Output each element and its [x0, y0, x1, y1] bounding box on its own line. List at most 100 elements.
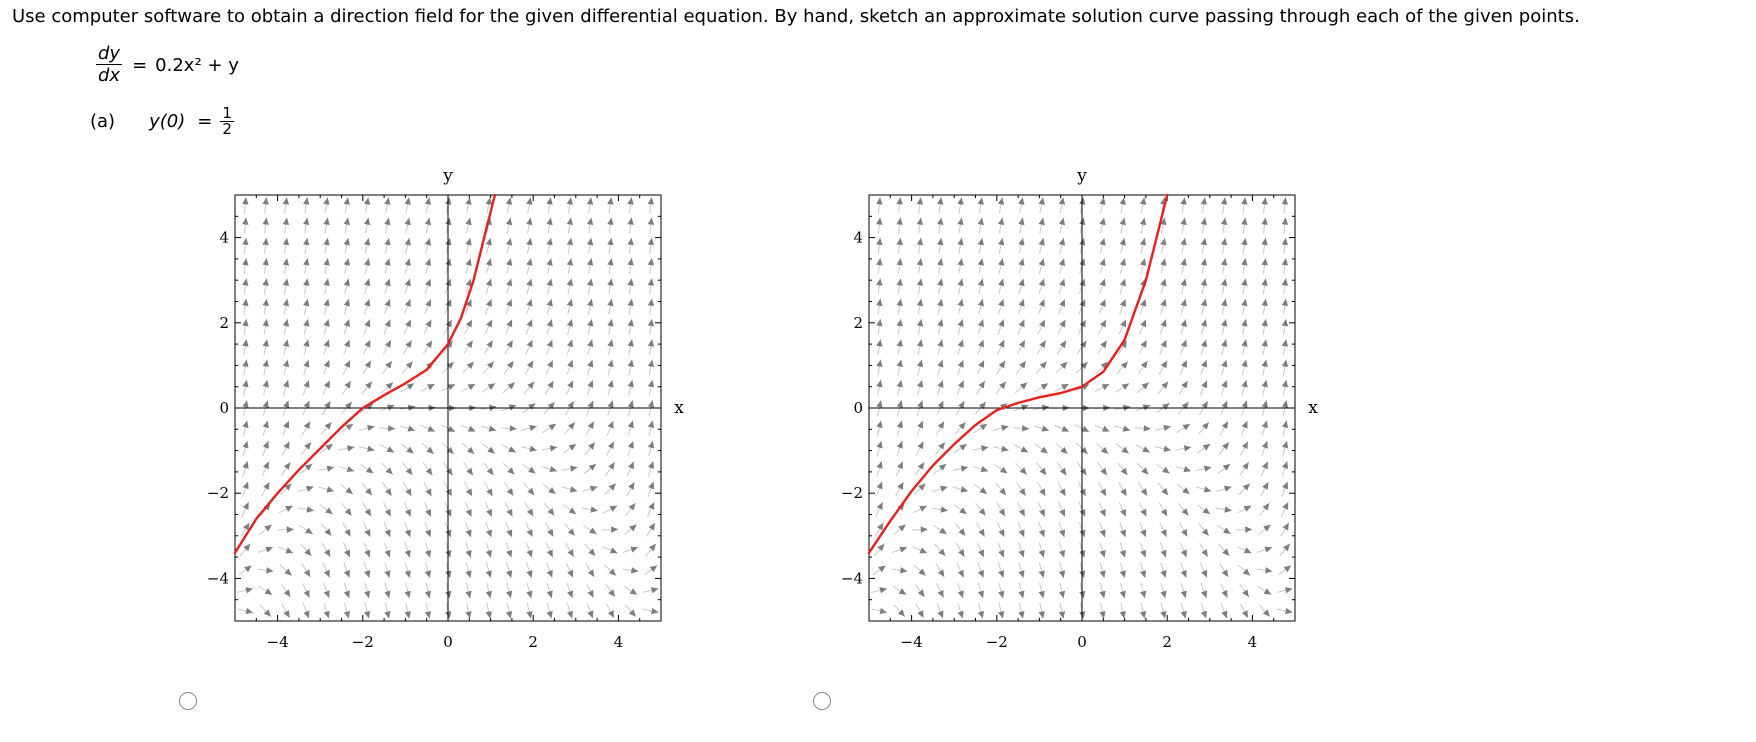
field-arrow-head: [588, 548, 596, 556]
field-arrow-head: [1281, 339, 1289, 347]
field-arrow-head: [940, 506, 948, 513]
field-arrow-head: [1281, 379, 1289, 388]
field-arrow-head: [998, 610, 1005, 619]
field-arrow-head: [406, 383, 415, 390]
field-arrow-head: [1261, 420, 1268, 429]
y-tick-label: 4: [219, 229, 229, 247]
field-arrow-head: [508, 446, 516, 453]
field-arrow-head: [364, 610, 371, 619]
field-arrow-head: [1081, 425, 1090, 432]
field-arrow-head: [1261, 237, 1268, 246]
field-arrow-head: [1018, 570, 1025, 578]
field-arrow-head: [1018, 529, 1025, 538]
field-arrow-head: [424, 258, 432, 267]
field-arrow-head: [385, 360, 392, 369]
field-arrow-head: [978, 508, 986, 516]
field-arrow-head: [506, 488, 514, 496]
field-arrow-head: [1163, 445, 1171, 452]
field-arrow-head: [1200, 610, 1208, 619]
field-arrow-head: [282, 380, 290, 388]
field-arrow-head: [608, 568, 617, 576]
field-arrow-head: [405, 488, 412, 497]
field-arrow-head: [425, 340, 433, 349]
field-arrow-head: [1201, 422, 1209, 430]
field-arrow-head: [1180, 590, 1187, 599]
field-arrow-head: [1018, 590, 1025, 599]
x-tick-label: −4: [267, 633, 289, 651]
field-arrow-head: [324, 401, 331, 409]
field-arrow-head: [1018, 340, 1025, 348]
field-arrow-head: [1059, 467, 1067, 476]
field-arrow-head: [607, 610, 615, 618]
field-arrow-head: [1099, 529, 1106, 538]
field-arrow-head: [1119, 590, 1126, 599]
field-arrow-head: [1079, 319, 1086, 328]
field-arrow-head: [586, 278, 594, 286]
field-arrow-head: [1018, 549, 1025, 558]
field-arrow-head: [1181, 528, 1188, 537]
field-arrow-head: [1142, 446, 1150, 453]
field-arrow-head: [1282, 522, 1289, 531]
field-arrow-head: [425, 529, 432, 538]
part-a-condition: (a) y(0) = 1 2: [90, 106, 244, 137]
field-arrow-head: [917, 462, 925, 470]
field-arrow-head: [1241, 441, 1248, 450]
field-arrow-head: [937, 569, 945, 577]
field-arrow-head: [404, 197, 411, 205]
field-arrow-head: [1140, 299, 1147, 307]
field-arrow-head: [1281, 359, 1289, 368]
field-arrow-head: [242, 318, 249, 327]
field-arrow-head: [445, 319, 452, 328]
field-arrow-head: [1160, 237, 1167, 246]
field-arrow-head: [1101, 384, 1110, 391]
field-arrow-head: [465, 258, 472, 267]
field-arrow-head: [1099, 611, 1106, 619]
field-arrow-head: [1058, 549, 1066, 558]
field-arrow-head: [347, 445, 355, 452]
field-arrow-head: [1242, 462, 1249, 470]
field-arrow-head: [303, 217, 310, 225]
field-arrow-head: [607, 339, 614, 347]
field-arrow-head: [424, 197, 432, 205]
field-arrow-head: [589, 485, 598, 492]
field-arrow-head: [1241, 298, 1248, 307]
field-arrow-head: [425, 299, 432, 307]
field-arrow-head: [505, 590, 513, 599]
field-arrow-head: [1160, 319, 1167, 328]
field-arrow-head: [876, 339, 883, 347]
field-arrow-head: [566, 610, 574, 619]
field-arrow-head: [424, 590, 432, 599]
field-arrow-head: [323, 590, 330, 598]
field-arrow-head: [1079, 340, 1087, 349]
field-arrow-head: [607, 258, 614, 266]
field-arrow-head: [304, 463, 313, 471]
field-arrow-head: [586, 258, 594, 266]
field-arrow-head: [1243, 505, 1252, 512]
field-arrow-head: [1162, 466, 1170, 474]
field-arrow-head: [505, 217, 513, 226]
field-arrow-head: [425, 467, 433, 476]
field-arrow-head: [957, 339, 964, 348]
field-arrow-head: [323, 237, 330, 246]
field-arrow-head: [283, 441, 290, 450]
field-arrow-head: [900, 567, 908, 574]
field-arrow-head: [425, 509, 432, 517]
field-arrow-head: [1220, 217, 1228, 225]
field-arrow-head: [958, 528, 966, 536]
field-arrow-head: [427, 425, 436, 432]
field-arrow-head: [607, 278, 614, 286]
field-arrow-head: [631, 567, 639, 574]
field-arrow-head: [466, 446, 475, 454]
field-arrow-head: [1161, 381, 1169, 390]
field-arrow-head: [1223, 485, 1232, 492]
option-radio-1[interactable]: [179, 692, 197, 710]
field-arrow-head: [1122, 425, 1131, 432]
field-arrow-head: [1019, 360, 1026, 369]
field-arrow-head: [567, 528, 575, 536]
option-radio-2[interactable]: [813, 692, 831, 710]
y-tick-label: −4: [841, 569, 863, 587]
field-arrow-head: [1200, 258, 1207, 266]
field-arrow-head: [567, 569, 574, 578]
field-arrow-head: [364, 298, 371, 307]
field-arrow-head: [485, 549, 492, 558]
